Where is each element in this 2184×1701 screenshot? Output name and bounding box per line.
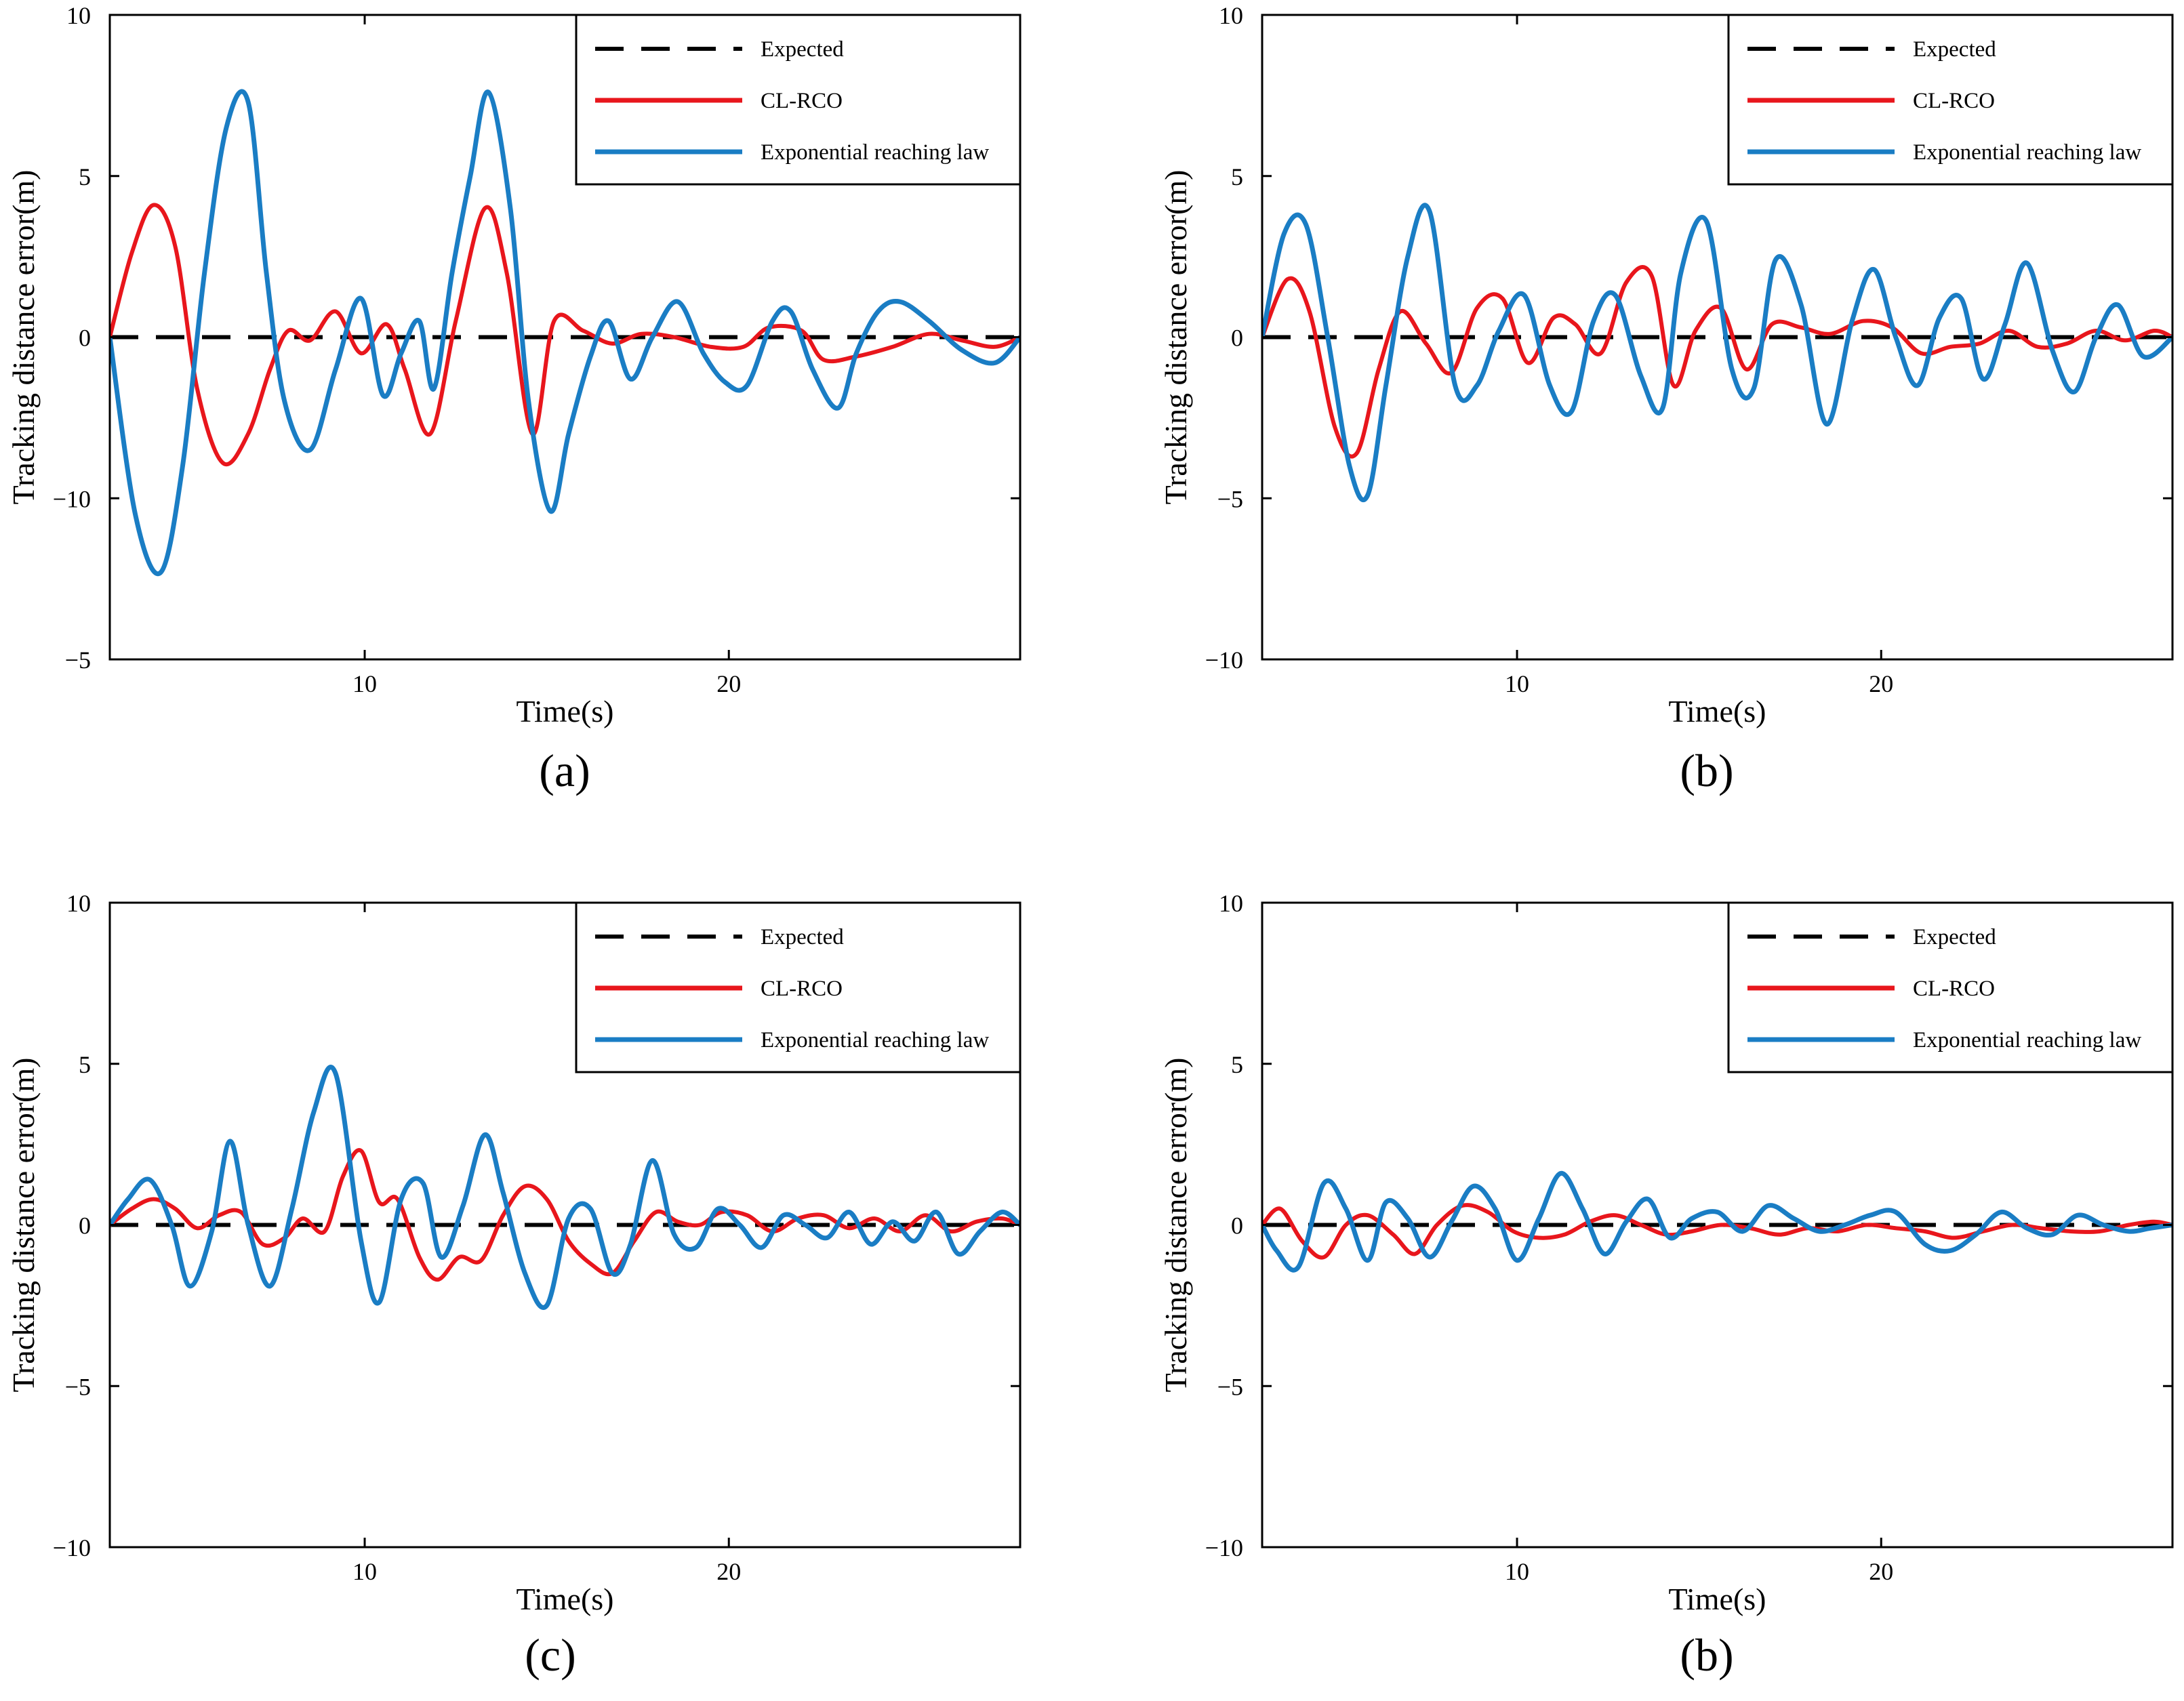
series-group [110, 89, 1020, 577]
legend: Expected CL-RCO Exponential reaching law [1727, 901, 2174, 1073]
y-axis-label: Tracking distance error(m) [1158, 170, 1193, 505]
x-tick-label: 10 [352, 670, 377, 697]
y-tick-label: 5 [79, 1051, 91, 1078]
legend-label: CL-RCO [1913, 977, 1995, 1001]
y-tick-label: 0 [1231, 325, 1243, 352]
x-axis-label: Time(s) [517, 1582, 614, 1616]
legend-label: Expected [1913, 925, 1996, 949]
y-tick-label: −5 [1217, 485, 1243, 512]
y-axis-label: Tracking distance error(m) [1158, 1058, 1193, 1393]
chart-panel-2: 10 5 0 −5 −10 10 20 Time(s) Tracking distance er… [1158, 2, 2174, 796]
y-tick-label: 10 [66, 890, 91, 917]
y-tick-label: −5 [65, 647, 91, 674]
series-line-exponential-reaching-law [1262, 203, 2172, 502]
legend-label: Exponential reaching law [761, 1028, 989, 1052]
x-axis-label: Time(s) [1669, 694, 1766, 729]
y-axis-label: Tracking distance error(m) [6, 170, 41, 505]
y-tick-label: 10 [66, 2, 91, 29]
y-tick-label: 5 [1231, 163, 1243, 190]
legend-label: CL-RCO [761, 89, 843, 113]
legend-label: CL-RCO [1913, 89, 1995, 113]
legend-label: Exponential reaching law [1913, 1028, 2141, 1052]
y-tick-label: 0 [1231, 1212, 1243, 1239]
x-tick-label: 20 [1869, 670, 1893, 697]
y-tick-label: −10 [1205, 647, 1243, 674]
legend-label: Expected [761, 925, 844, 949]
series-line-cl-rco [110, 203, 1020, 467]
x-tick-label: 20 [716, 1558, 741, 1585]
y-tick-label: 0 [79, 1212, 91, 1239]
y-tick-label: 10 [1219, 890, 1243, 917]
panel-caption: (a) [539, 745, 590, 796]
series-line-exponential-reaching-law [1262, 1170, 2172, 1273]
series-line-exponential-reaching-law [110, 89, 1020, 577]
legend-label: Exponential reaching law [761, 140, 989, 165]
series-group [110, 1065, 1020, 1310]
y-tick-label: −10 [1205, 1534, 1243, 1561]
legend-label: Expected [761, 37, 844, 62]
y-tick-label: 10 [1219, 2, 1243, 29]
chart-panel-3: 10 5 0 −5 −10 10 20 Time(s) Tracking distance er… [6, 890, 1022, 1681]
legend: Expected CL-RCO Exponential reaching law [575, 14, 1022, 186]
panel-caption: (c) [525, 1629, 575, 1681]
panel-caption: (b) [1680, 745, 1733, 796]
legend-label: CL-RCO [761, 977, 843, 1001]
legend: Expected CL-RCO Exponential reaching law [575, 901, 1022, 1073]
y-axis-label: Tracking distance error(m) [6, 1058, 41, 1393]
legend-box [575, 14, 1022, 186]
legend-label: Expected [1913, 37, 1996, 62]
y-tick-label: −5 [65, 1373, 91, 1400]
series-group [1262, 203, 2172, 502]
y-tick-label: 0 [79, 325, 91, 352]
legend-label: Exponential reaching law [1913, 140, 2141, 165]
y-tick-label: 5 [79, 163, 91, 190]
x-tick-label: 10 [1505, 1558, 1529, 1585]
y-tick-label: −10 [53, 1534, 91, 1561]
series-line-exponential-reaching-law [110, 1065, 1020, 1310]
x-tick-label: 10 [352, 1558, 377, 1585]
y-tick-label: −10 [53, 485, 91, 512]
y-tick-label: 5 [1231, 1051, 1243, 1078]
x-tick-label: 10 [1505, 670, 1529, 697]
panel-caption: (b) [1680, 1629, 1733, 1681]
x-tick-label: 20 [716, 670, 741, 697]
chart-panel-1: 10 5 0 −10 −5 10 20 Time(s) Tracking distance er… [6, 2, 1022, 796]
x-tick-label: 20 [1869, 1558, 1893, 1585]
series-line-cl-rco [1262, 265, 2172, 459]
series-group [1262, 1170, 2172, 1273]
y-tick-label: −5 [1217, 1373, 1243, 1400]
x-axis-label: Time(s) [517, 694, 614, 729]
legend: Expected CL-RCO Exponential reaching law [1727, 14, 2174, 186]
series-line-cl-rco [110, 1148, 1020, 1282]
x-axis-label: Time(s) [1669, 1582, 1766, 1616]
chart-panel-4: 10 5 0 −5 −10 10 20 Time(s) Tracking distance er… [1158, 890, 2174, 1681]
